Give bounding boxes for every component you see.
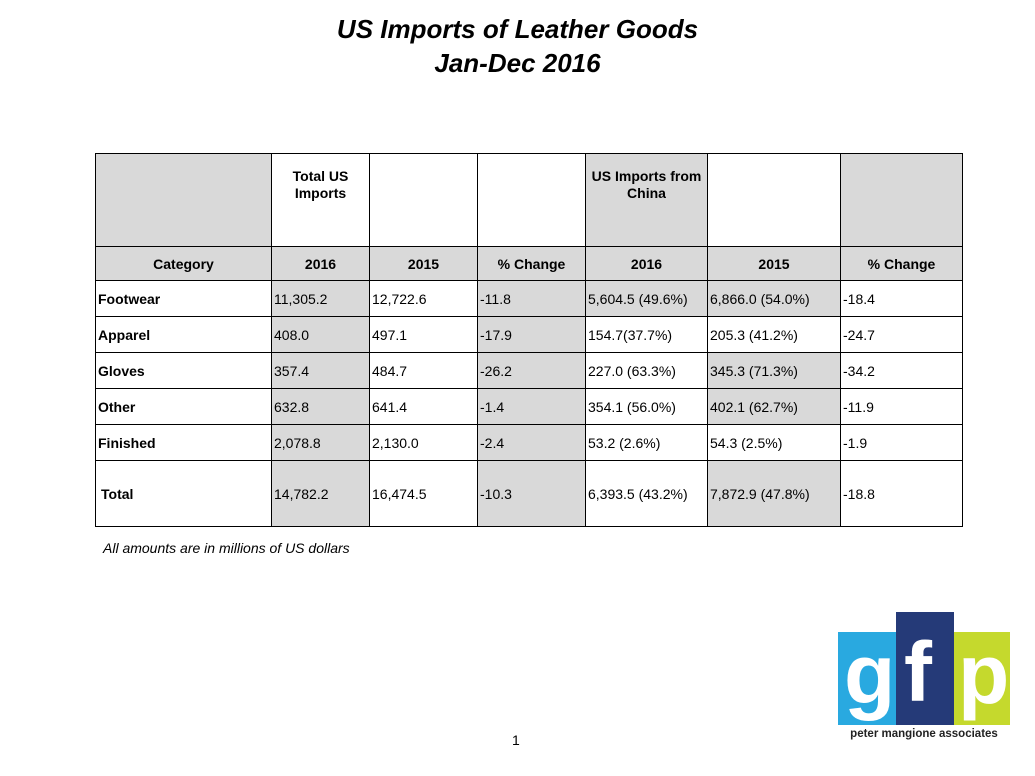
- table-row: Gloves 357.4 484.7 -26.2 227.0 (63.3%) 3…: [95, 352, 963, 389]
- column-header: % Change: [840, 246, 963, 281]
- table-cell: -26.2: [477, 352, 586, 389]
- table-cell: 484.7: [369, 352, 478, 389]
- group-header-cell: [840, 153, 963, 247]
- category-cell: Finished: [95, 424, 272, 461]
- group-header-row: Total US Imports US Imports from China: [95, 153, 963, 247]
- table-cell: 497.1: [369, 316, 478, 353]
- table-cell: 205.3 (41.2%): [707, 316, 841, 353]
- table-cell: 2,130.0: [369, 424, 478, 461]
- table-cell: -18.4: [840, 280, 963, 317]
- table-cell: -11.9: [840, 388, 963, 425]
- group-header-cell: [369, 153, 478, 247]
- table-cell: 2,078.8: [271, 424, 370, 461]
- table-cell: -10.3: [477, 460, 586, 527]
- logo-caption: peter mangione associates: [850, 728, 998, 740]
- table-cell: -11.8: [477, 280, 586, 317]
- gfp-logo: g f p peter mangione associates: [838, 612, 1010, 742]
- table-row: Footwear 11,305.2 12,722.6 -11.8 5,604.5…: [95, 280, 963, 317]
- logo-p-square: [954, 632, 1010, 725]
- category-cell: Gloves: [95, 352, 272, 389]
- imports-table: Total US Imports US Imports from China C…: [95, 153, 963, 527]
- category-cell: Footwear: [95, 280, 272, 317]
- group-header-total-us-imports: Total US Imports: [271, 153, 370, 247]
- logo-f-square: [896, 612, 954, 725]
- column-header: 2015: [707, 246, 841, 281]
- table-cell: 641.4: [369, 388, 478, 425]
- logo-letter-p: p: [958, 627, 1010, 721]
- category-cell: Total: [95, 460, 272, 527]
- logo-g-square: [838, 632, 896, 725]
- table-cell: -18.8: [840, 460, 963, 527]
- table-row: Finished 2,078.8 2,130.0 -2.4 53.2 (2.6%…: [95, 424, 963, 461]
- table-row-total: Total 14,782.2 16,474.5 -10.3 6,393.5 (4…: [95, 460, 963, 527]
- page-number: 1: [512, 732, 520, 748]
- table-row: Other 632.8 641.4 -1.4 354.1 (56.0%) 402…: [95, 388, 963, 425]
- footnote: All amounts are in millions of US dollar…: [103, 540, 350, 556]
- table-cell: 11,305.2: [271, 280, 370, 317]
- table-cell: 16,474.5: [369, 460, 478, 527]
- table-cell: -24.7: [840, 316, 963, 353]
- logo-letter-g: g: [844, 627, 896, 721]
- logo-letter-f: f: [904, 625, 932, 719]
- table-cell: 54.3 (2.5%): [707, 424, 841, 461]
- table-cell: -2.4: [477, 424, 586, 461]
- table-cell: -17.9: [477, 316, 586, 353]
- category-cell: Apparel: [95, 316, 272, 353]
- group-header-cell: [95, 153, 272, 247]
- table-cell: 354.1 (56.0%): [585, 388, 708, 425]
- page-title: US Imports of Leather Goods: [336, 14, 699, 44]
- table-cell: 632.8: [271, 388, 370, 425]
- table-cell: 5,604.5 (49.6%): [585, 280, 708, 317]
- table-cell: 53.2 (2.6%): [585, 424, 708, 461]
- column-header: Category: [95, 246, 272, 281]
- table-cell: 357.4: [271, 352, 370, 389]
- page-subtitle: Jan-Dec 2016: [434, 48, 601, 78]
- table-cell: 6,393.5 (43.2%): [585, 460, 708, 527]
- group-header-china-imports: US Imports from China: [585, 153, 708, 247]
- column-header: 2015: [369, 246, 478, 281]
- table-row: Apparel 408.0 497.1 -17.9 154.7(37.7%) 2…: [95, 316, 963, 353]
- table-cell: 154.7(37.7%): [585, 316, 708, 353]
- table-cell: -34.2: [840, 352, 963, 389]
- column-header: % Change: [477, 246, 586, 281]
- group-header-cell: [707, 153, 841, 247]
- table-cell: -1.4: [477, 388, 586, 425]
- table-cell: 7,872.9 (47.8%): [707, 460, 841, 527]
- table-cell: -1.9: [840, 424, 963, 461]
- group-header-cell: [477, 153, 586, 247]
- table-cell: 12,722.6: [369, 280, 478, 317]
- column-header: 2016: [271, 246, 370, 281]
- column-header-row: Category 2016 2015 % Change 2016 2015 % …: [95, 246, 963, 281]
- column-header: 2016: [585, 246, 708, 281]
- table-cell: 6,866.0 (54.0%): [707, 280, 841, 317]
- table-cell: 402.1 (62.7%): [707, 388, 841, 425]
- category-cell: Other: [95, 388, 272, 425]
- table-cell: 408.0: [271, 316, 370, 353]
- table-cell: 14,782.2: [271, 460, 370, 527]
- table-cell: 345.3 (71.3%): [707, 352, 841, 389]
- table-cell: 227.0 (63.3%): [585, 352, 708, 389]
